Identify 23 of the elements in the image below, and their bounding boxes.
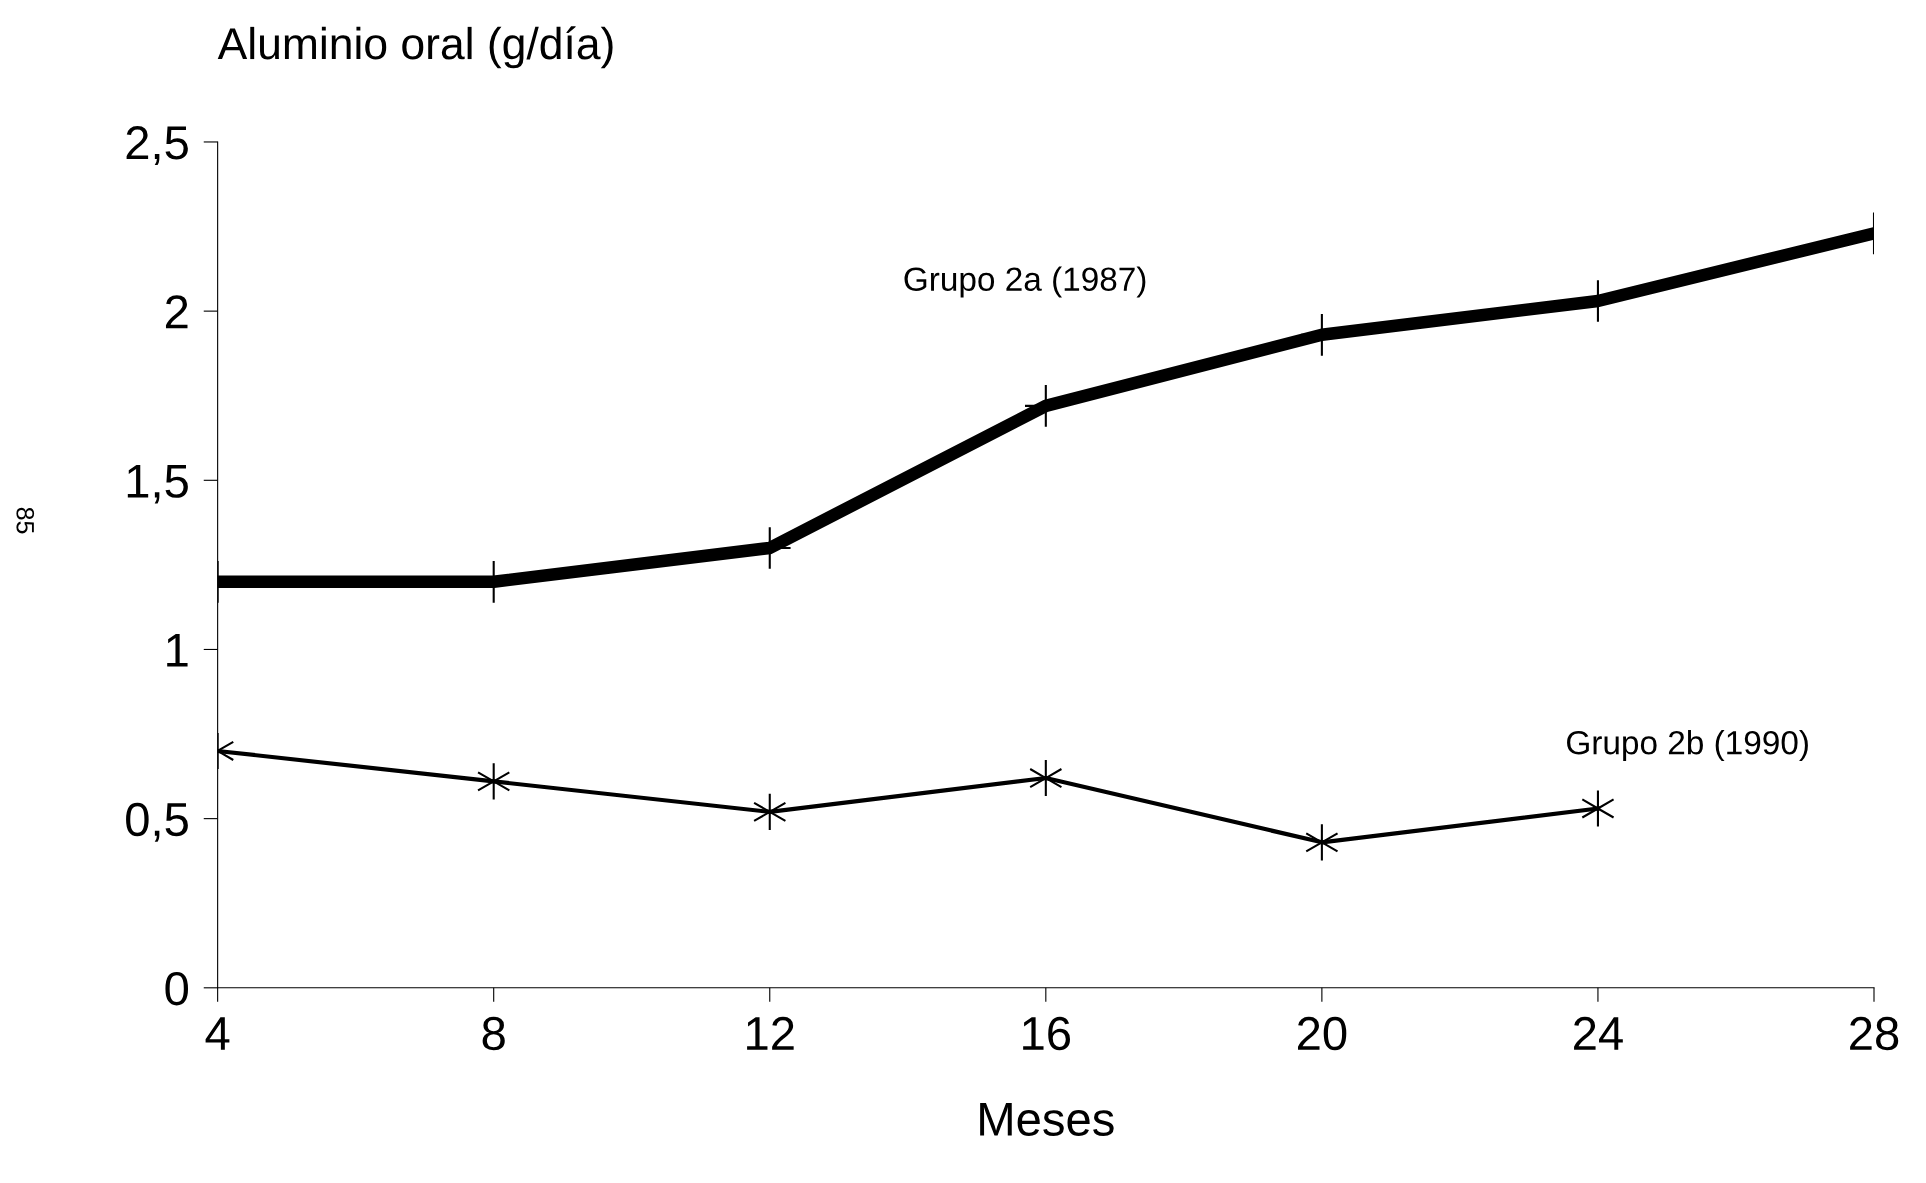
text: 85 — [16, 507, 35, 534]
x-tick-label: 16 — [1023, 1016, 1071, 1051]
point — [477, 762, 511, 801]
series-label: Grupo 2b (1990) — [1567, 730, 1808, 762]
y-tick-label: 0,5 — [126, 802, 188, 842]
y-axis-title: Aluminio oral (g/día) — [217, 26, 613, 69]
x-axis-title: Meses — [980, 1103, 1114, 1136]
y-tick-label: 0 — [165, 971, 189, 1006]
point — [1305, 823, 1339, 862]
x-tick-label: 4 — [205, 1017, 230, 1050]
y-tick-label: 2 — [165, 295, 188, 329]
x-tick-label: 28 — [1850, 1016, 1899, 1051]
y-tick-label: 2,5 — [126, 126, 188, 166]
y-tick-label: 1,5 — [127, 464, 188, 504]
y-tick-label: 1 — [167, 634, 188, 667]
text: Grupo 2a (1987) — [904, 266, 1146, 298]
point — [1581, 789, 1615, 828]
x-tick-label: 12 — [747, 1016, 794, 1050]
x-tick-label: 24 — [1574, 1016, 1623, 1050]
point — [1029, 758, 1063, 798]
x-tick-label: 20 — [1297, 1016, 1347, 1051]
x-tick-label: 8 — [482, 1016, 505, 1051]
point — [753, 792, 787, 831]
